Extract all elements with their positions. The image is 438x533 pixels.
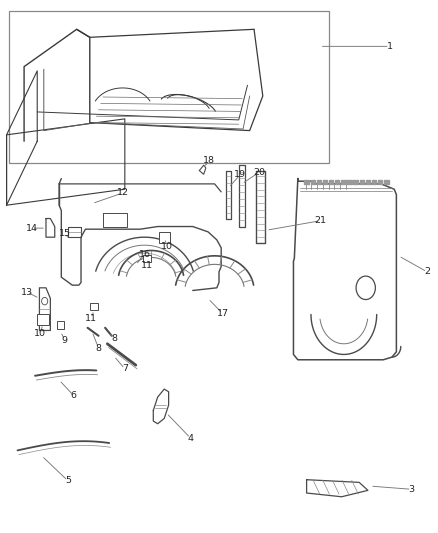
Polygon shape — [378, 180, 382, 184]
Text: 6: 6 — [71, 391, 77, 400]
Bar — [37, 121, 44, 131]
Bar — [57, 321, 64, 329]
Text: 10: 10 — [34, 329, 46, 338]
Bar — [37, 314, 49, 325]
Text: 11: 11 — [85, 314, 97, 322]
Polygon shape — [347, 180, 352, 184]
Text: 8: 8 — [111, 334, 117, 343]
Text: 19: 19 — [234, 171, 246, 179]
Polygon shape — [335, 180, 339, 184]
Text: 9: 9 — [62, 336, 68, 344]
Polygon shape — [360, 180, 364, 184]
Bar — [46, 108, 53, 117]
Bar — [46, 121, 53, 131]
Polygon shape — [384, 180, 389, 184]
Polygon shape — [353, 180, 358, 184]
Text: 11: 11 — [141, 261, 153, 270]
Bar — [37, 81, 44, 91]
Bar — [159, 232, 170, 243]
Polygon shape — [311, 180, 315, 184]
Polygon shape — [329, 180, 333, 184]
Text: 3: 3 — [409, 485, 415, 494]
Bar — [90, 303, 98, 310]
Bar — [46, 94, 53, 104]
Bar — [37, 108, 44, 117]
Text: 17: 17 — [216, 309, 229, 318]
Text: 2: 2 — [424, 268, 430, 276]
Bar — [46, 81, 53, 91]
Bar — [27, 108, 34, 117]
Text: 18: 18 — [203, 157, 215, 165]
Text: 4: 4 — [187, 434, 194, 442]
Polygon shape — [317, 180, 321, 184]
Text: 13: 13 — [21, 288, 33, 296]
Polygon shape — [341, 180, 346, 184]
Bar — [27, 81, 34, 91]
Text: 10: 10 — [161, 242, 173, 251]
Text: 16: 16 — [138, 250, 151, 259]
Text: 1: 1 — [387, 42, 393, 51]
Polygon shape — [372, 180, 376, 184]
Bar — [27, 121, 34, 131]
Text: 8: 8 — [95, 344, 102, 352]
Polygon shape — [323, 180, 327, 184]
Text: 21: 21 — [314, 216, 327, 225]
Bar — [9, 11, 328, 163]
Polygon shape — [366, 180, 370, 184]
Bar — [27, 94, 34, 104]
Bar — [143, 255, 151, 262]
Text: 20: 20 — [253, 168, 265, 176]
Text: 12: 12 — [117, 189, 129, 197]
Polygon shape — [304, 180, 309, 184]
Text: 14: 14 — [25, 224, 38, 232]
Bar — [37, 94, 44, 104]
Text: 5: 5 — [65, 477, 71, 485]
Text: 15: 15 — [59, 229, 71, 238]
Text: 7: 7 — [122, 365, 128, 373]
